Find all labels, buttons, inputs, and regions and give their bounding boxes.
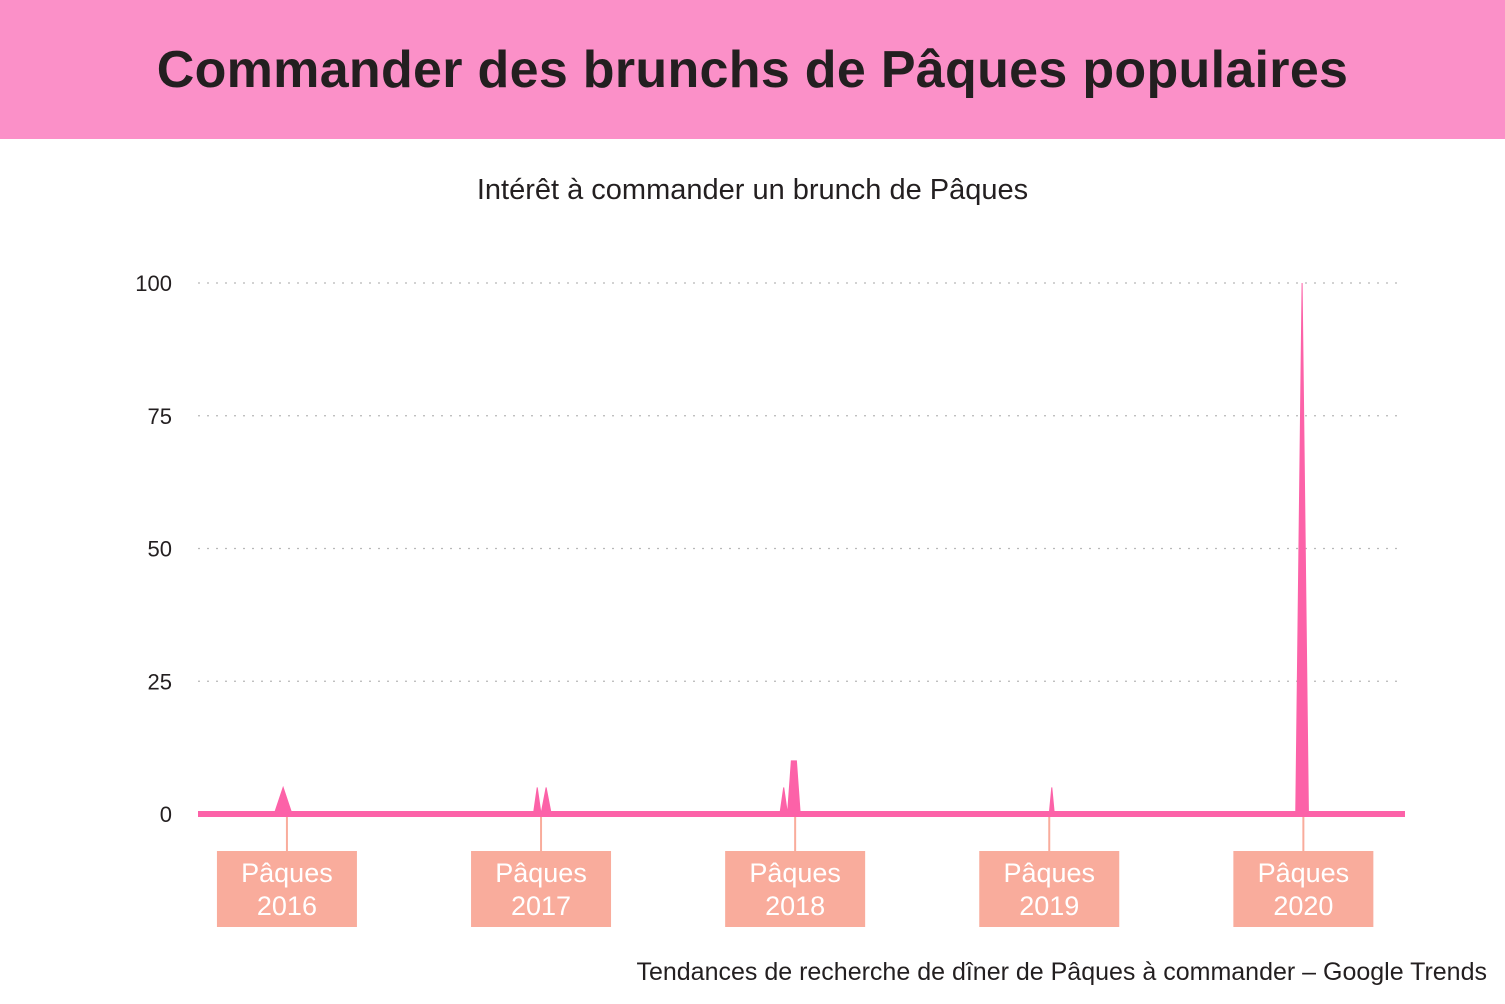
y-tick-label: 25 — [148, 669, 172, 694]
annotation-label: 2018 — [765, 891, 825, 921]
area-layer — [198, 282, 1405, 817]
annotation-box — [216, 851, 357, 927]
title-banner: Commander des brunchs de Pâques populair… — [0, 0, 1505, 139]
chart-title: Intérêt à commander un brunch de Pâques — [476, 174, 1029, 206]
baseline — [198, 811, 1405, 817]
annotation-label: 2019 — [1019, 891, 1079, 921]
annotation-label: Pâques — [749, 858, 841, 888]
page-title: Commander des brunchs de Pâques populair… — [156, 40, 1349, 99]
y-tick-label: 50 — [148, 537, 172, 562]
source-note: Tendances de recherche de dîner de Pâque… — [636, 958, 1487, 986]
annotation-label: Pâques — [1258, 858, 1350, 888]
annotation-box — [1233, 851, 1374, 927]
y-tick-label: 100 — [135, 271, 172, 296]
annotation-box — [725, 851, 866, 927]
annotation-label: Pâques — [241, 858, 333, 888]
annotation-box — [471, 851, 612, 927]
annotation-label: 2020 — [1273, 891, 1333, 921]
annotation-layer: Pâques2016Pâques2017Pâques2018Pâques2019… — [216, 817, 1374, 927]
annotation-label: Pâques — [1003, 858, 1095, 888]
grid-layer: 0 25 50 75 100 — [135, 271, 1400, 827]
annotation-label: Pâques — [495, 858, 587, 888]
y-tick-label: 0 — [160, 802, 172, 827]
annotation-label: 2016 — [257, 891, 317, 921]
annotation-label: 2017 — [511, 891, 571, 921]
annotation-box — [979, 851, 1120, 927]
y-tick-label: 75 — [148, 404, 172, 429]
